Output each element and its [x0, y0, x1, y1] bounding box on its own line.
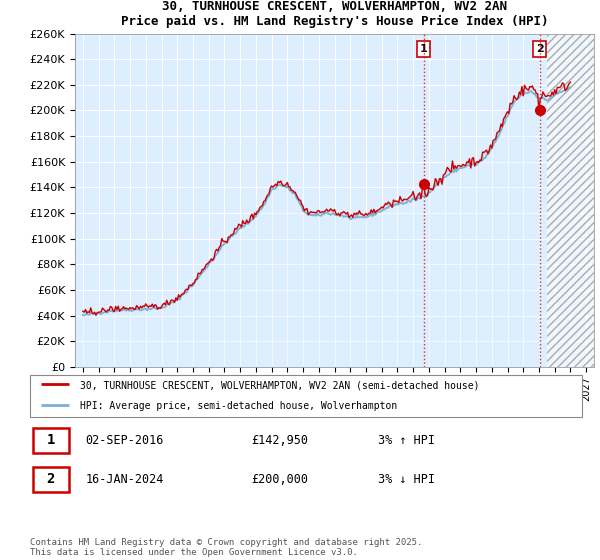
30, TURNHOUSE CRESCENT, WOLVERHAMPTON, WV2 2AN (semi-detached house) [162, 301, 169, 308]
FancyBboxPatch shape [33, 428, 68, 452]
30, TURNHOUSE CRESCENT, WOLVERHAMPTON, WV2 2AN (semi-detached house) [79, 308, 86, 315]
30, TURNHOUSE CRESCENT, WOLVERHAMPTON, WV2 2AN (semi-detached house) [562, 87, 569, 94]
Text: HPI: Average price, semi-detached house, Wolverhampton: HPI: Average price, semi-detached house,… [80, 402, 397, 411]
HPI: Average price, semi-detached house, Wolverhampton: (2.03e+03, 2.18e+05): Average price, semi-detached house, Wolv… [567, 84, 574, 91]
30, TURNHOUSE CRESCENT, WOLVERHAMPTON, WV2 2AN (semi-detached house) [92, 312, 100, 319]
HPI: Average price, semi-detached house, Wolverhampton: (2e+03, 4.64e+04): Average price, semi-detached house, Wolv… [159, 304, 166, 311]
Text: 1: 1 [420, 44, 428, 54]
HPI: Average price, semi-detached house, Wolverhampton: (2.02e+03, 2.14e+05): Average price, semi-detached house, Wolv… [525, 90, 532, 96]
Text: 3% ↑ HPI: 3% ↑ HPI [378, 433, 435, 447]
HPI: Average price, semi-detached house, Wolverhampton: (2e+03, 4.03e+04): Average price, semi-detached house, Wolv… [79, 312, 86, 319]
Text: 2: 2 [536, 44, 544, 54]
HPI: Average price, semi-detached house, Wolverhampton: (2e+03, 4.68e+04): Average price, semi-detached house, Wolv… [162, 304, 169, 310]
Text: 02-SEP-2016: 02-SEP-2016 [85, 433, 164, 447]
Text: £142,950: £142,950 [251, 433, 308, 447]
30, TURNHOUSE CRESCENT, WOLVERHAMPTON, WV2 2AN (semi-detached house) [212, 248, 219, 255]
Bar [547, 34, 594, 367]
Text: 2: 2 [47, 472, 55, 486]
FancyBboxPatch shape [33, 466, 68, 492]
HPI: Average price, semi-detached house, Wolverhampton: (2e+03, 4.01e+04): Average price, semi-detached house, Wolv… [80, 312, 88, 319]
HPI: Average price, semi-detached house, Wolverhampton: (2e+03, 4.23e+04): Average price, semi-detached house, Wolv… [104, 309, 112, 316]
HPI: Average price, semi-detached house, Wolverhampton: (2.03e+03, 2.16e+05): Average price, semi-detached house, Wolv… [562, 87, 569, 94]
30, TURNHOUSE CRESCENT, WOLVERHAMPTON, WV2 2AN (semi-detached house) [104, 307, 112, 314]
Line: 30, TURNHOUSE CRESCENT, WOLVERHAMPTON, WV2 2AN (semi-detached house): 30, TURNHOUSE CRESCENT, WOLVERHAMPTON, W… [83, 82, 571, 315]
Text: Contains HM Land Registry data © Crown copyright and database right 2025.
This d: Contains HM Land Registry data © Crown c… [30, 538, 422, 557]
Text: 3% ↓ HPI: 3% ↓ HPI [378, 473, 435, 486]
30, TURNHOUSE CRESCENT, WOLVERHAMPTON, WV2 2AN (semi-detached house) [159, 301, 166, 308]
30, TURNHOUSE CRESCENT, WOLVERHAMPTON, WV2 2AN (semi-detached house) [567, 78, 574, 85]
Text: £200,000: £200,000 [251, 473, 308, 486]
Title: 30, TURNHOUSE CRESCENT, WOLVERHAMPTON, WV2 2AN
Price paid vs. HM Land Registry's: 30, TURNHOUSE CRESCENT, WOLVERHAMPTON, W… [121, 0, 548, 28]
30, TURNHOUSE CRESCENT, WOLVERHAMPTON, WV2 2AN (semi-detached house) [525, 87, 532, 94]
Text: 16-JAN-2024: 16-JAN-2024 [85, 473, 164, 486]
Line: HPI: Average price, semi-detached house, Wolverhampton: HPI: Average price, semi-detached house,… [83, 87, 571, 315]
Text: 1: 1 [47, 433, 55, 447]
Text: 30, TURNHOUSE CRESCENT, WOLVERHAMPTON, WV2 2AN (semi-detached house): 30, TURNHOUSE CRESCENT, WOLVERHAMPTON, W… [80, 380, 479, 390]
HPI: Average price, semi-detached house, Wolverhampton: (2e+03, 8.64e+04): Average price, semi-detached house, Wolv… [212, 253, 219, 259]
